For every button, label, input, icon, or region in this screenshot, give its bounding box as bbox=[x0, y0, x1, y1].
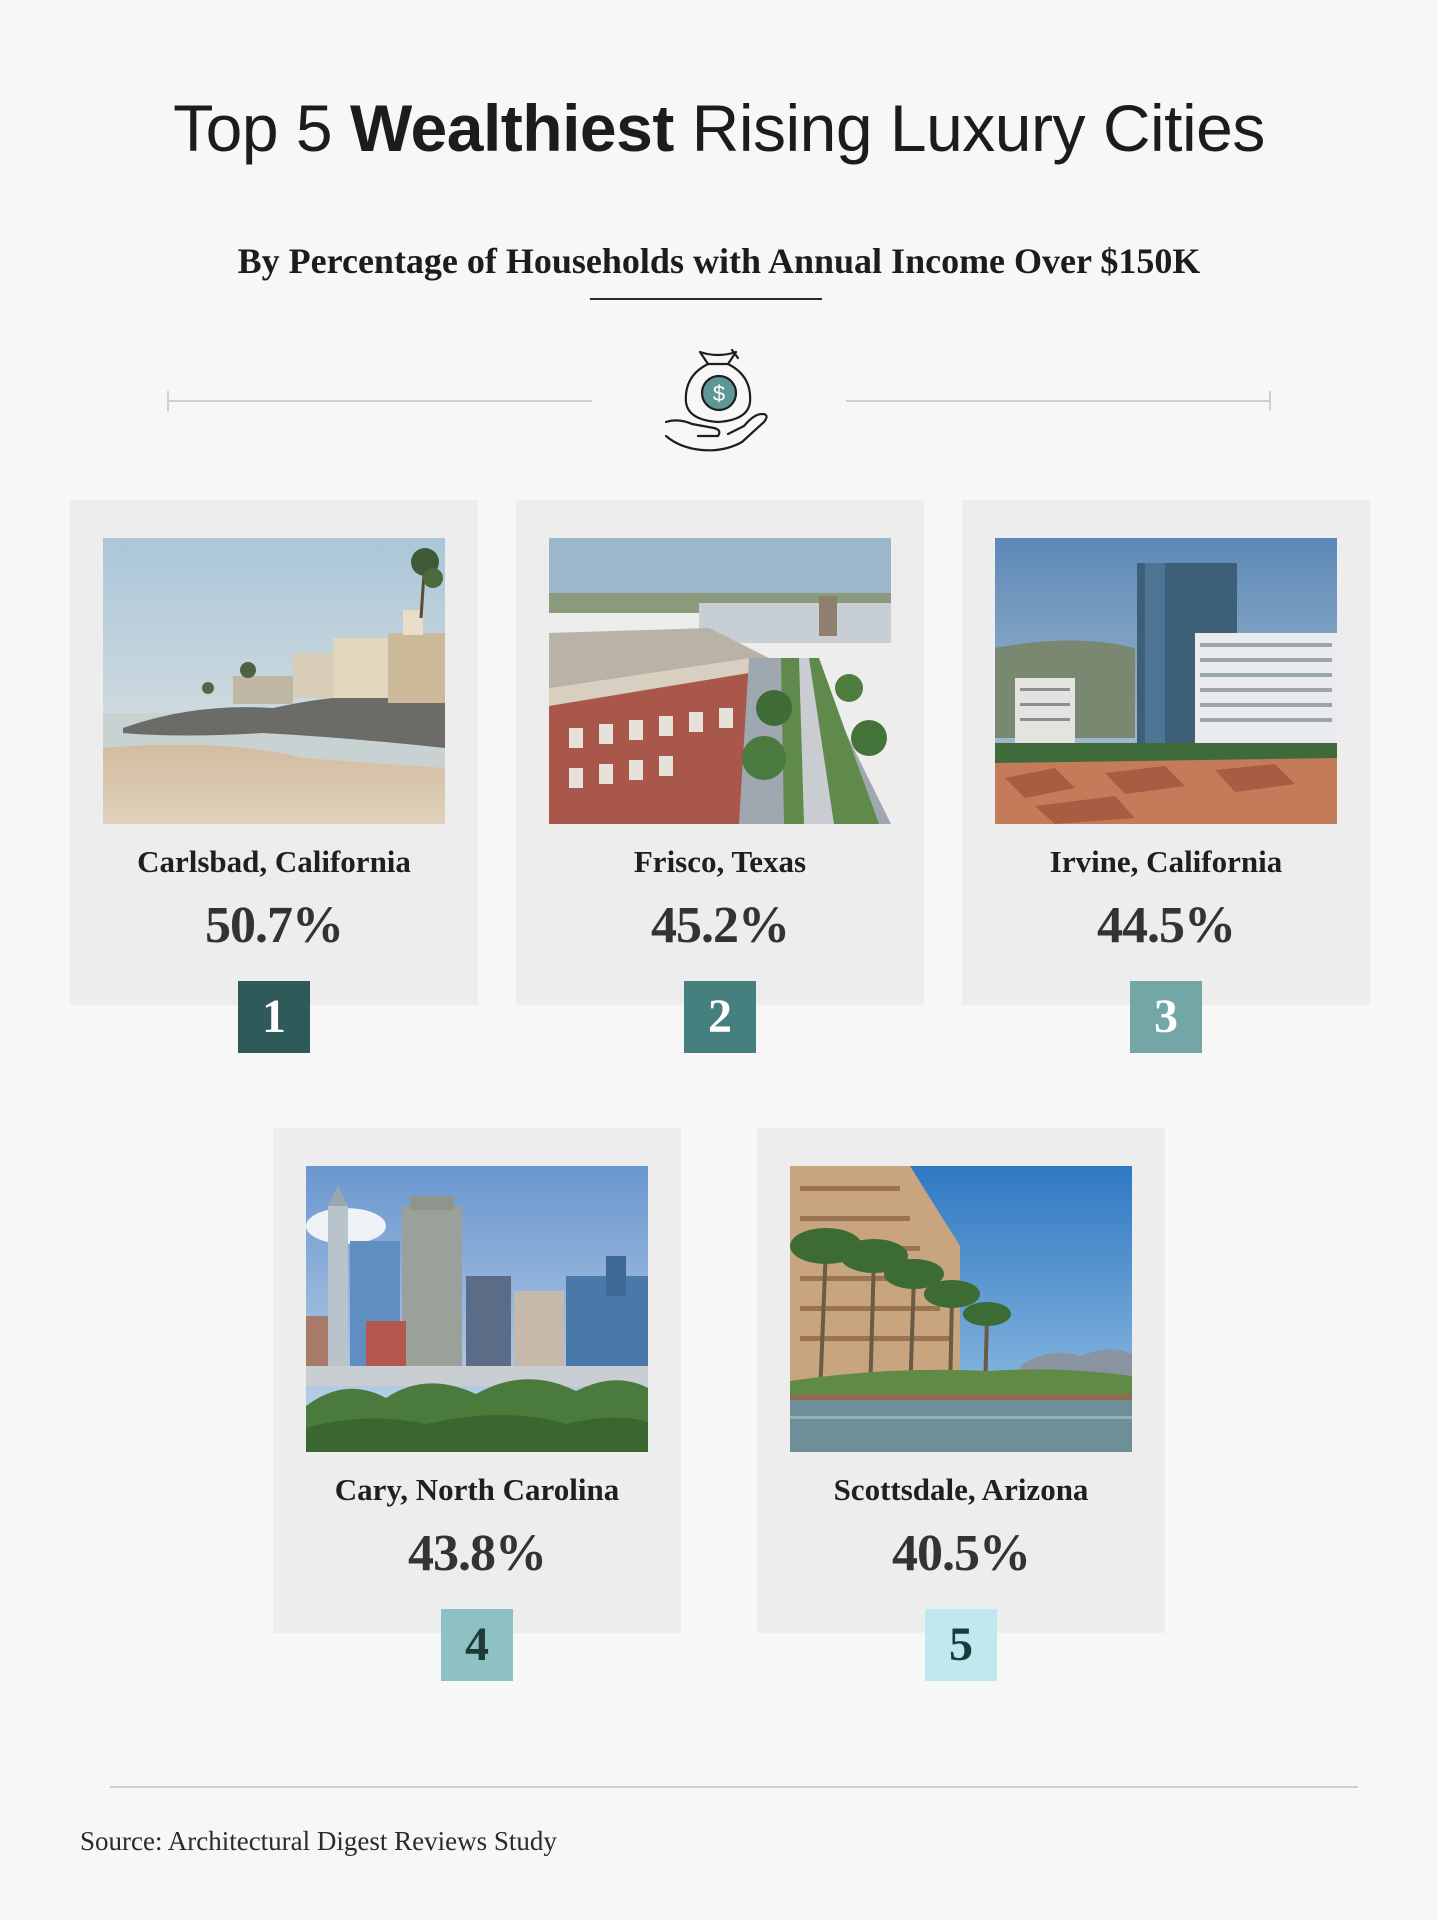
svg-text:$: $ bbox=[713, 381, 725, 406]
page-subtitle: By Percentage of Households with Annual … bbox=[237, 241, 1201, 281]
city-percent: 50.7% bbox=[205, 897, 344, 954]
city-name: Frisco, Texas bbox=[633, 844, 807, 879]
city-card-3: Irvine, California 44.5% bbox=[962, 500, 1370, 1005]
divider-cap-right bbox=[1269, 391, 1271, 411]
city-photo-scottsdale bbox=[790, 1166, 1132, 1452]
rank-badge-5: 5 bbox=[925, 1609, 997, 1681]
source-note: Source: Architectural Digest Reviews Stu… bbox=[80, 1826, 557, 1856]
city-photo-frisco bbox=[549, 538, 891, 824]
divider-left bbox=[167, 400, 592, 402]
city-percent: 40.5% bbox=[892, 1525, 1031, 1582]
city-name: Carlsbad, California bbox=[137, 844, 411, 879]
rank-badge-1: 1 bbox=[238, 981, 310, 1053]
rank-badge-3: 3 bbox=[1130, 981, 1202, 1053]
city-photo-irvine bbox=[995, 538, 1337, 824]
page-title: Top 5 Wealthiest Rising Luxury Cities bbox=[0, 88, 1438, 168]
title-bold: Wealthiest bbox=[349, 91, 674, 165]
city-name: Cary, North Carolina bbox=[334, 1472, 620, 1507]
subtitle-underline bbox=[590, 298, 822, 300]
title-post: Rising Luxury Cities bbox=[673, 91, 1266, 165]
city-percent: 44.5% bbox=[1097, 897, 1236, 954]
city-photo-carlsbad bbox=[103, 538, 445, 824]
city-card-4: Cary, North Carolina 43.8% bbox=[273, 1128, 681, 1633]
city-percent: 43.8% bbox=[408, 1525, 547, 1582]
city-name: Irvine, California bbox=[1049, 844, 1283, 879]
footer-divider bbox=[110, 1786, 1358, 1788]
money-bag-hand-icon: $ bbox=[658, 344, 778, 458]
city-percent: 45.2% bbox=[651, 897, 790, 954]
divider-right bbox=[846, 400, 1270, 402]
city-name: Scottsdale, Arizona bbox=[833, 1472, 1089, 1507]
city-card-5: Scottsdale, Arizona 40.5% bbox=[757, 1128, 1165, 1633]
city-card-1: Carlsbad, California 50.7% bbox=[70, 500, 478, 1005]
title-pre: Top 5 bbox=[173, 91, 350, 165]
city-photo-cary bbox=[306, 1166, 648, 1452]
rank-badge-2: 2 bbox=[684, 981, 756, 1053]
city-card-2: Frisco, Texas 45.2% bbox=[516, 500, 924, 1005]
rank-badge-4: 4 bbox=[441, 1609, 513, 1681]
